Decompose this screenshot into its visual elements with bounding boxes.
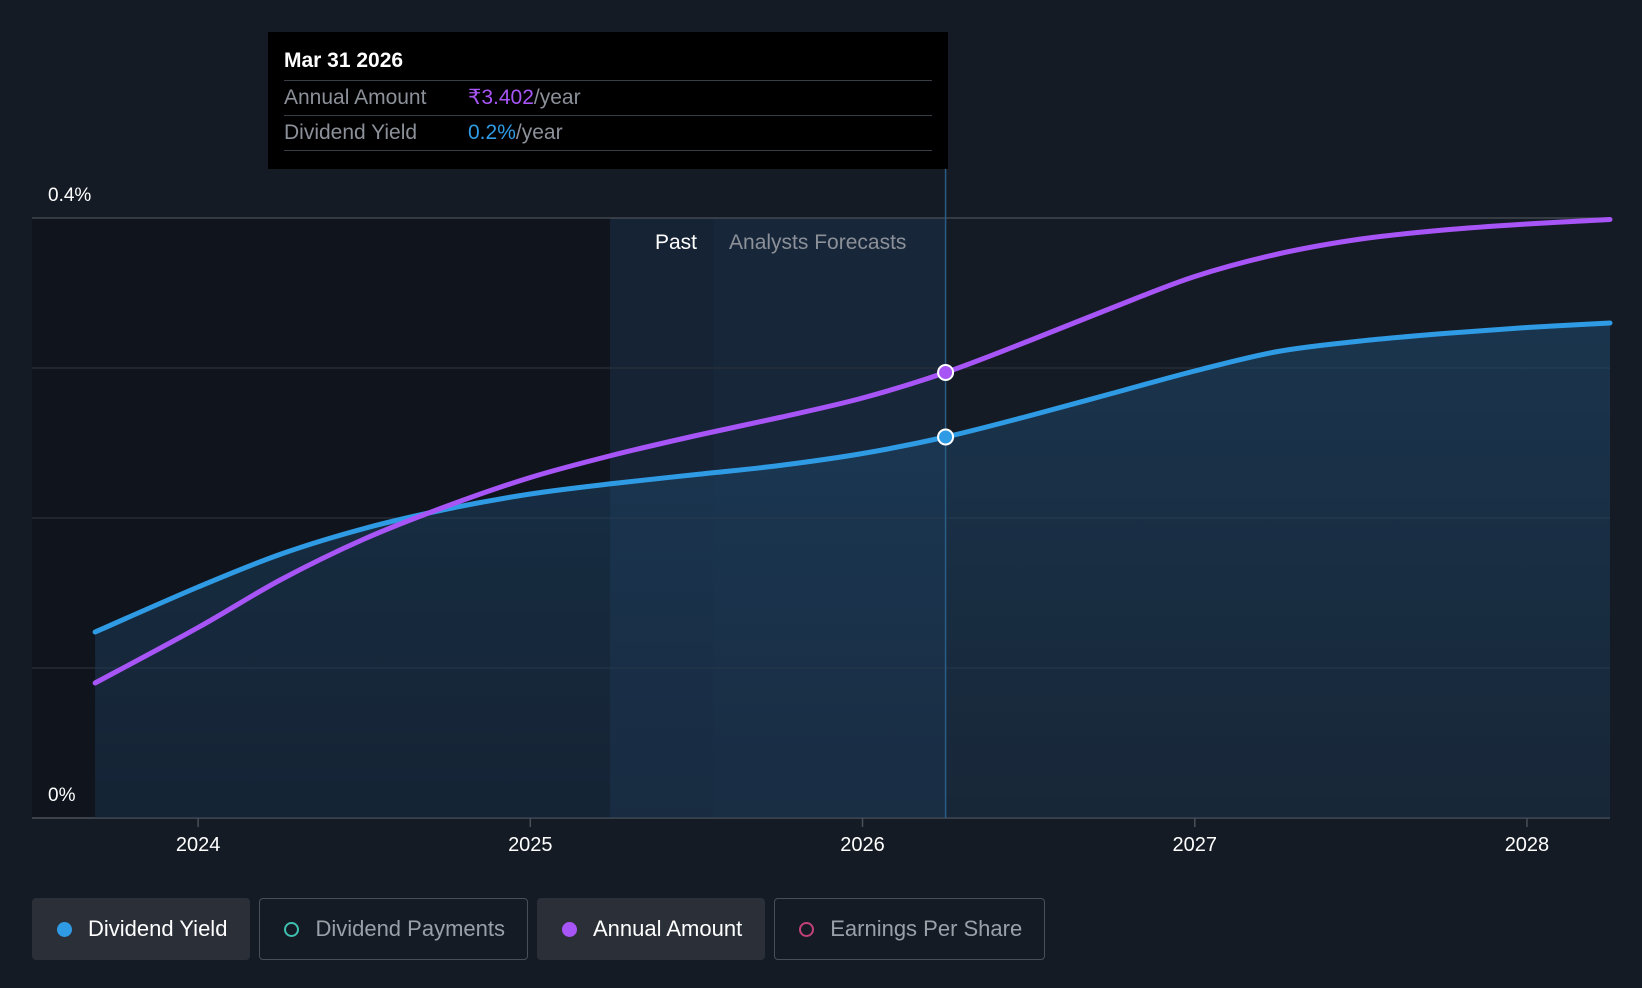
legend-dividend-yield-button[interactable]: Dividend Yield <box>32 898 251 960</box>
legend-annual-amount-label: Annual Amount <box>592 916 743 941</box>
annual-amount-hover-marker <box>937 364 955 381</box>
dividend-payments-ring-icon <box>284 921 300 937</box>
hover-tooltip: Mar 31 2026 Annual Amount ₹3.402/year Di… <box>268 32 948 169</box>
annual-amount-line <box>92 217 1613 686</box>
legend: Dividend Yield Dividend Payments Annual … <box>32 898 1046 960</box>
tooltip-dividend-yield-value: 0.2% <box>468 121 516 144</box>
x-tick-label: 2026 <box>840 834 885 856</box>
dividend-yield-area <box>95 323 1611 818</box>
legend-dividend-yield-label: Dividend Yield <box>88 916 228 941</box>
earnings-per-share-ring-icon <box>799 921 815 937</box>
x-tick-label: 2024 <box>176 834 221 856</box>
legend-dividend-payments-label: Dividend Payments <box>315 916 505 941</box>
tooltip-dividend-yield-unit: /year <box>515 121 563 144</box>
annual-amount-dot-icon <box>561 921 577 937</box>
tooltip-annual-amount-unit: /year <box>533 86 581 109</box>
legend-annual-amount-button[interactable]: Annual Amount <box>536 898 766 960</box>
x-tick-label: 2028 <box>1505 834 1550 856</box>
legend-earnings-per-share-button[interactable]: Earnings Per Share <box>774 898 1046 960</box>
tooltip-dividend-yield-row: Dividend Yield 0.2%/year <box>284 116 932 151</box>
tooltip-dividend-yield-label: Dividend Yield <box>284 121 418 144</box>
dividend-yield-line <box>92 320 1613 635</box>
tooltip-annual-amount-label: Annual Amount <box>284 86 427 109</box>
dividend-yield-dot-icon <box>57 921 72 937</box>
y-tick-label: 0.4% <box>48 185 91 206</box>
dividend-yield-hover-marker <box>937 428 955 446</box>
legend-earnings-per-share-label: Earnings Per Share <box>830 916 1023 941</box>
x-tick-label: 2025 <box>508 834 553 856</box>
tooltip-date: Mar 31 2026 <box>284 46 932 81</box>
tooltip-annual-amount-value: ₹3.402 <box>468 86 534 109</box>
legend-dividend-payments-button[interactable]: Dividend Payments <box>259 898 528 960</box>
analysts-forecasts-label: Analysts Forecasts <box>729 231 906 254</box>
past-label: Past <box>655 231 697 254</box>
x-tick-label: 2027 <box>1172 834 1217 856</box>
tooltip-annual-amount-row: Annual Amount ₹3.402/year <box>284 81 932 116</box>
y-tick-label: 0% <box>48 785 76 806</box>
